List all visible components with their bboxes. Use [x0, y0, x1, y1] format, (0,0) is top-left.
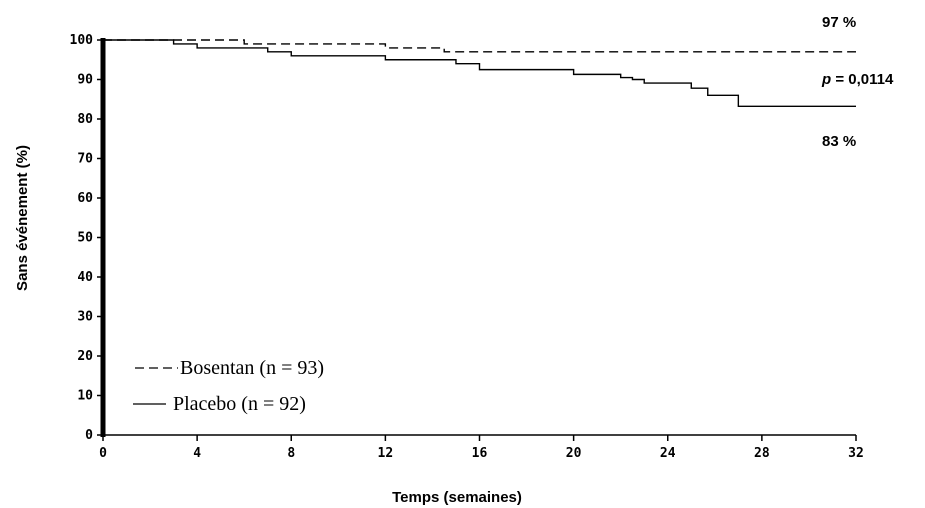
- series-layer: [103, 39, 856, 108]
- y-tick-label-100: 100: [70, 33, 94, 48]
- x-tick-label-32: 32: [848, 446, 864, 461]
- bosentan-end-label: 97 %: [822, 14, 856, 31]
- placebo-end-label: 83 %: [822, 133, 856, 150]
- y-tick-label-0: 0: [85, 428, 93, 443]
- p-value-number: = 0,0114: [831, 71, 894, 88]
- legend-label-bosentan: Bosentan (n = 93): [180, 357, 324, 379]
- series-line-bosentan: [103, 39, 856, 53]
- x-axis-ticks: 0 4 8 12 16 20 24 28 32: [99, 435, 864, 461]
- y-tick-label-80: 80: [77, 112, 93, 127]
- x-tick-label-28: 28: [754, 446, 770, 461]
- legend: Bosentan (n = 93) Placebo (n = 92): [133, 357, 324, 415]
- y-tick-label-30: 30: [77, 310, 93, 325]
- legend-label-placebo: Placebo (n = 92): [173, 393, 306, 415]
- x-tick-label-8: 8: [287, 446, 295, 461]
- x-axis-title: Temps (semaines): [392, 489, 522, 506]
- x-tick-label-20: 20: [566, 446, 582, 461]
- x-tick-label-4: 4: [193, 446, 201, 461]
- y-tick-label-90: 90: [77, 73, 93, 88]
- y-axis-title: Sans événement (%): [14, 145, 31, 291]
- y-tick-label-10: 10: [77, 389, 93, 404]
- x-tick-label-0: 0: [99, 446, 107, 461]
- x-tick-label-12: 12: [378, 446, 394, 461]
- y-tick-label-60: 60: [77, 191, 93, 206]
- y-tick-label-70: 70: [77, 152, 93, 167]
- y-tick-label-20: 20: [77, 349, 93, 364]
- y-axis-ticks: 0 10 20 30 40 50 60 70 80 90 100: [70, 33, 103, 443]
- x-tick-label-24: 24: [660, 446, 676, 461]
- x-tick-label-16: 16: [472, 446, 488, 461]
- y-tick-label-50: 50: [77, 231, 93, 246]
- p-value-label: p = 0,0114: [821, 71, 894, 88]
- y-tick-label-40: 40: [77, 270, 93, 285]
- p-symbol: p: [821, 71, 831, 88]
- series-line-placebo: [103, 39, 856, 108]
